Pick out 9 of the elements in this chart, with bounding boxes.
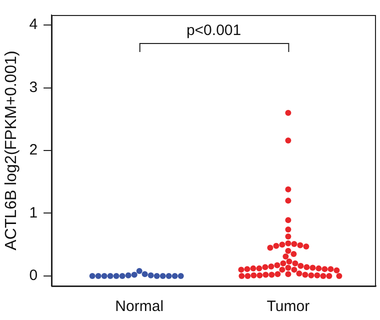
- y-tick-label: 0: [29, 267, 38, 284]
- y-tick-label: 4: [29, 16, 38, 34]
- annotation: p<0.001: [186, 22, 242, 39]
- y-tick-label: 2: [29, 142, 38, 159]
- x-tick-label: Normal: [115, 298, 164, 316]
- y-axis-title: ACTL6B log2(FPKM+0.001): [3, 50, 20, 250]
- y-tick-label: 1: [29, 204, 38, 222]
- x-tick-label: Tumor: [266, 298, 310, 316]
- y-tick-label: 3: [29, 78, 38, 96]
